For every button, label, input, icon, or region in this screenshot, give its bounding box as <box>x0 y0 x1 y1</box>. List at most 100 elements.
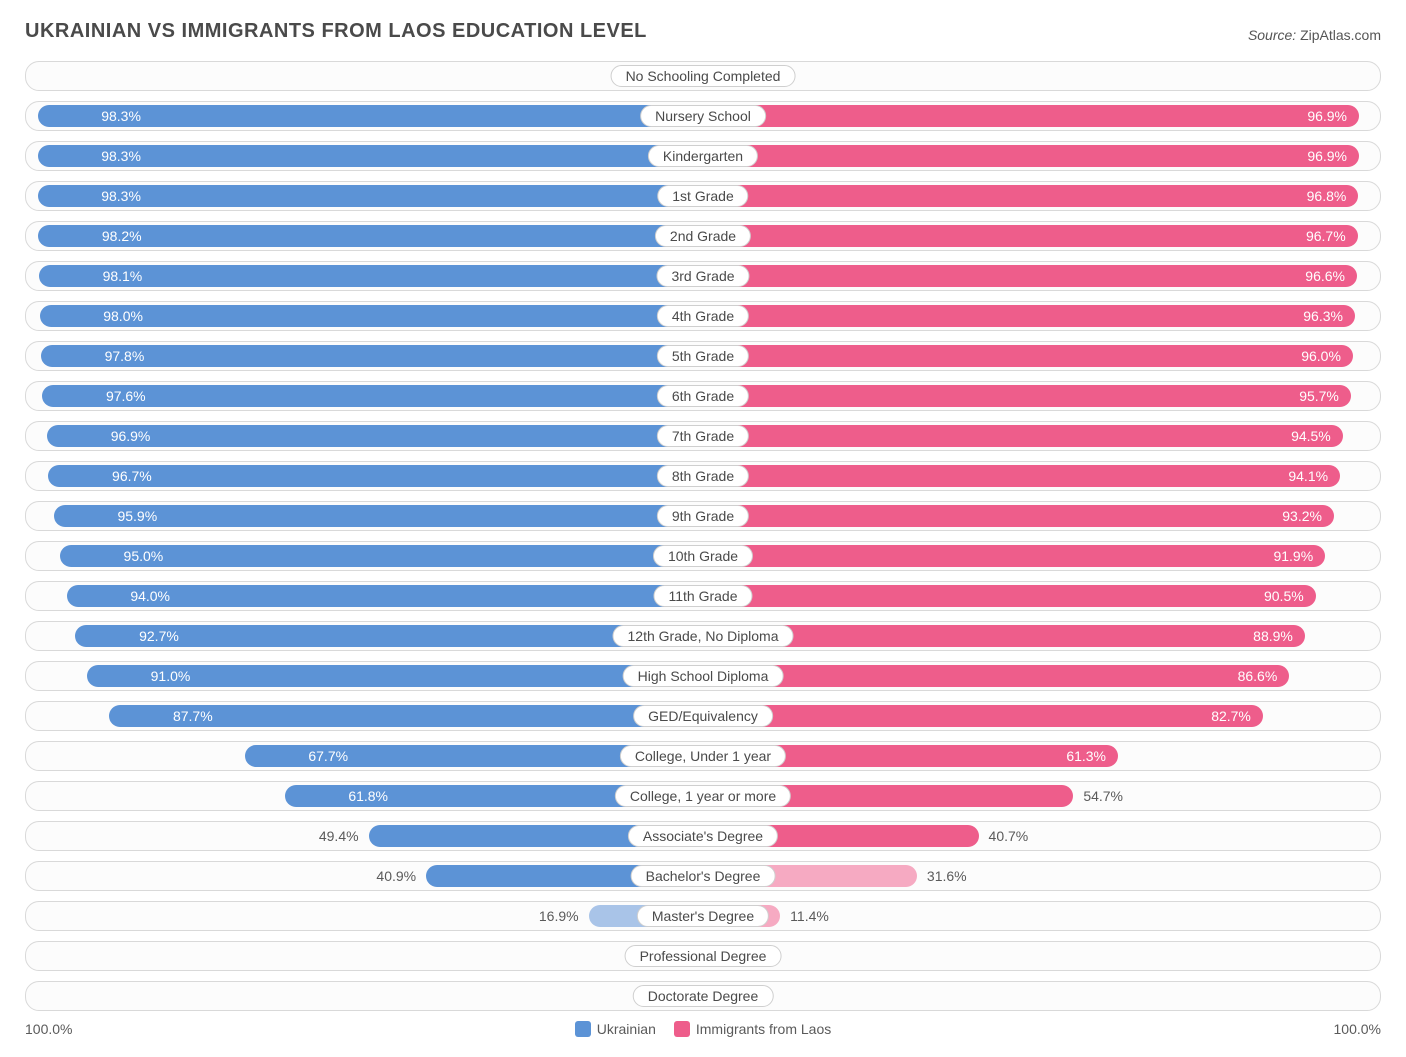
value-right: 96.9% <box>1307 102 1359 130</box>
value-left: 98.2% <box>90 222 142 250</box>
bar-right <box>703 665 1289 687</box>
value-left: 98.3% <box>89 102 141 130</box>
category-label: 7th Grade <box>657 425 749 447</box>
chart-header: UKRAINIAN VS IMMIGRANTS FROM LAOS EDUCAT… <box>25 20 1381 43</box>
bar-right <box>703 585 1316 607</box>
value-right: 96.7% <box>1306 222 1358 250</box>
chart-row: 98.3% 96.9% Nursery School <box>25 101 1381 131</box>
chart-row: 98.3% 96.9% Kindergarten <box>25 141 1381 171</box>
value-right: 11.4% <box>780 902 829 930</box>
value-left: 61.8% <box>336 782 388 810</box>
category-label: 12th Grade, No Diploma <box>613 625 794 647</box>
value-right: 94.1% <box>1288 462 1340 490</box>
value-right: 96.6% <box>1305 262 1357 290</box>
value-left: 95.9% <box>105 502 157 530</box>
chart-row: 95.9%93.2%9th Grade <box>25 501 1381 531</box>
value-right: 96.8% <box>1307 182 1359 210</box>
value-left: 87.7% <box>161 702 213 730</box>
chart-row: 94.0% 90.5% 11th Grade <box>25 581 1381 611</box>
category-label: 5th Grade <box>657 345 749 367</box>
value-right: 94.5% <box>1291 422 1343 450</box>
legend-label-right: Immigrants from Laos <box>696 1021 831 1037</box>
value-left: 95.0% <box>112 542 164 570</box>
bar-right <box>703 385 1351 407</box>
value-left: 49.4% <box>319 822 369 850</box>
category-label: 6th Grade <box>657 385 749 407</box>
category-label: Kindergarten <box>648 145 758 167</box>
category-label: 8th Grade <box>657 465 749 487</box>
value-left: 97.6% <box>94 382 146 410</box>
value-left: 98.1% <box>91 262 143 290</box>
value-left: 40.9% <box>376 862 426 890</box>
chart-row: 98.3% 96.8% 1st Grade <box>25 181 1381 211</box>
bar-right <box>703 305 1355 327</box>
category-label: Nursery School <box>640 105 766 127</box>
chart-row: 98.1% 96.6% 3rd Grade <box>25 261 1381 291</box>
value-right: 54.7% <box>1073 782 1123 810</box>
category-label: Professional Degree <box>625 945 782 967</box>
chart-row: 49.4%40.7%Associate's Degree <box>25 821 1381 851</box>
legend-item-right: Immigrants from Laos <box>674 1021 831 1037</box>
bar-right <box>703 345 1353 367</box>
category-label: 9th Grade <box>657 505 749 527</box>
diverging-bar-chart: 1.8%3.1%No Schooling Completed 98.3% 96.9%… <box>25 61 1381 1011</box>
category-label: Master's Degree <box>637 905 769 927</box>
bar-right <box>703 705 1263 727</box>
value-right: 96.3% <box>1303 302 1355 330</box>
legend-item-left: Ukrainian <box>575 1021 656 1037</box>
category-label: 2nd Grade <box>655 225 751 247</box>
bar-right <box>703 225 1358 247</box>
value-left: 97.8% <box>93 342 145 370</box>
axis-max-right: 100.0% <box>1334 1021 1381 1037</box>
value-left: 98.3% <box>89 182 141 210</box>
bar-right <box>703 545 1325 567</box>
chart-row: 91.0% 86.6% High School Diploma <box>25 661 1381 691</box>
value-right: 82.7% <box>1211 702 1263 730</box>
category-label: Doctorate Degree <box>633 985 774 1007</box>
chart-row: 96.7% 94.1% 8th Grade <box>25 461 1381 491</box>
chart-row: 5.1%3.2%Professional Degree <box>25 941 1381 971</box>
chart-row: 98.2% 96.7% 2nd Grade <box>25 221 1381 251</box>
chart-row: 97.8% 96.0% 5th Grade <box>25 341 1381 371</box>
chart-row: 97.6% 95.7% 6th Grade <box>25 381 1381 411</box>
value-left: 98.3% <box>89 142 141 170</box>
value-left: 94.0% <box>118 582 170 610</box>
value-left: 96.7% <box>100 462 152 490</box>
chart-title: UKRAINIAN VS IMMIGRANTS FROM LAOS EDUCAT… <box>25 20 647 43</box>
value-right: 61.3% <box>1066 742 1118 770</box>
category-label: 11th Grade <box>653 585 752 607</box>
value-right: 86.6% <box>1238 662 1290 690</box>
bar-right <box>703 505 1334 527</box>
category-label: High School Diploma <box>623 665 784 687</box>
value-right: 96.0% <box>1301 342 1353 370</box>
value-right: 95.7% <box>1299 382 1351 410</box>
chart-row: 95.0%91.9%10th Grade <box>25 541 1381 571</box>
value-left: 67.7% <box>296 742 348 770</box>
value-left: 16.9% <box>539 902 589 930</box>
chart-row: 40.9%31.6%Bachelor's Degree <box>25 861 1381 891</box>
source-name: ZipAtlas.com <box>1300 27 1381 43</box>
chart-row: 16.9% 11.4% Master's Degree <box>25 901 1381 931</box>
bar-right <box>703 145 1359 167</box>
value-left: 92.7% <box>127 622 179 650</box>
value-right: 96.9% <box>1307 142 1359 170</box>
value-left: 96.9% <box>99 422 151 450</box>
chart-row: 92.7%88.9%12th Grade, No Diploma <box>25 621 1381 651</box>
chart-source: Source: ZipAtlas.com <box>1248 27 1381 43</box>
value-right: 90.5% <box>1264 582 1316 610</box>
value-right: 31.6% <box>917 862 967 890</box>
chart-row: 2.1%1.4%Doctorate Degree <box>25 981 1381 1011</box>
chart-row: 1.8%3.1%No Schooling Completed <box>25 61 1381 91</box>
category-label: 4th Grade <box>657 305 749 327</box>
value-left: 91.0% <box>139 662 191 690</box>
chart-row: 61.8%54.7%College, 1 year or more <box>25 781 1381 811</box>
legend-label-left: Ukrainian <box>597 1021 656 1037</box>
legend-swatch-right <box>674 1021 690 1037</box>
bar-right <box>703 185 1358 207</box>
legend-swatch-left <box>575 1021 591 1037</box>
category-label: College, Under 1 year <box>620 745 786 767</box>
value-right: 91.9% <box>1273 542 1325 570</box>
value-right: 40.7% <box>979 822 1029 850</box>
category-label: 3rd Grade <box>656 265 749 287</box>
category-label: 1st Grade <box>657 185 748 207</box>
